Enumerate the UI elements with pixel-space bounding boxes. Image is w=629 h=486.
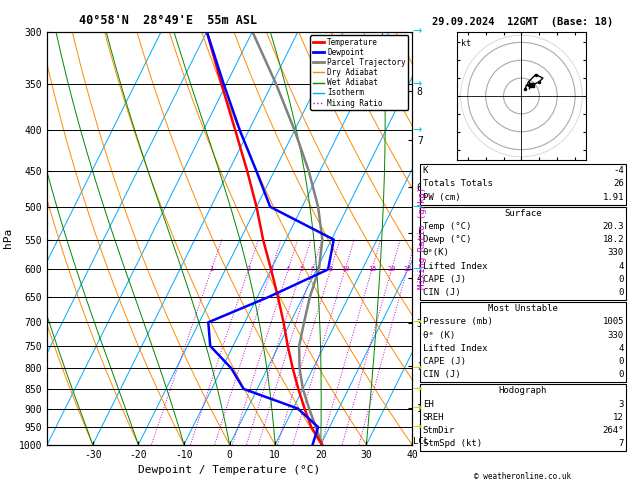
Text: 7: 7 (618, 439, 624, 448)
Text: Pressure (mb): Pressure (mb) (423, 317, 493, 327)
Text: 2: 2 (247, 266, 250, 273)
Text: 5: 5 (299, 266, 304, 273)
Text: Surface: Surface (504, 209, 542, 218)
Text: 3: 3 (269, 266, 274, 273)
Text: 4: 4 (618, 344, 624, 353)
Text: Dewp (°C): Dewp (°C) (423, 235, 471, 244)
Text: 18.2: 18.2 (603, 235, 624, 244)
Text: CIN (J): CIN (J) (423, 288, 460, 297)
Text: SREH: SREH (423, 413, 444, 422)
Text: Temp (°C): Temp (°C) (423, 222, 471, 231)
Text: 264°: 264° (603, 426, 624, 435)
Text: 330: 330 (608, 330, 624, 340)
Text: 26: 26 (613, 179, 624, 189)
Text: -4: -4 (613, 166, 624, 175)
Text: →: → (413, 80, 422, 89)
Text: →: → (413, 384, 422, 394)
Text: 330: 330 (608, 248, 624, 258)
Text: EH: EH (423, 399, 433, 409)
Text: Most Unstable: Most Unstable (488, 304, 558, 313)
Text: CIN (J): CIN (J) (423, 370, 460, 379)
Text: 1005: 1005 (603, 317, 624, 327)
Text: 20.3: 20.3 (603, 222, 624, 231)
Text: 0: 0 (618, 275, 624, 284)
Text: →: → (413, 317, 422, 327)
Text: Hodograph: Hodograph (499, 386, 547, 396)
Text: StmSpd (kt): StmSpd (kt) (423, 439, 482, 448)
Text: Mixing Ratio (g/kg): Mixing Ratio (g/kg) (418, 187, 427, 289)
Text: LCL: LCL (413, 437, 430, 446)
Text: 40°58'N  28°49'E  55m ASL: 40°58'N 28°49'E 55m ASL (79, 14, 257, 27)
Text: 0: 0 (618, 357, 624, 366)
Text: 6: 6 (311, 266, 314, 273)
Text: →: → (413, 422, 422, 432)
Text: 29.09.2024  12GMT  (Base: 18): 29.09.2024 12GMT (Base: 18) (432, 17, 614, 27)
Text: Lifted Index: Lifted Index (423, 261, 487, 271)
Legend: Temperature, Dewpoint, Parcel Trajectory, Dry Adiabat, Wet Adiabat, Isotherm, Mi: Temperature, Dewpoint, Parcel Trajectory… (311, 35, 408, 110)
Text: →: → (413, 264, 422, 275)
Text: StmDir: StmDir (423, 426, 455, 435)
Text: 20: 20 (387, 266, 396, 273)
Text: 15: 15 (368, 266, 376, 273)
Text: 4: 4 (286, 266, 290, 273)
Text: 25: 25 (403, 266, 411, 273)
Text: kt: kt (460, 39, 470, 48)
Text: θᵉ (K): θᵉ (K) (423, 330, 455, 340)
Text: 12: 12 (613, 413, 624, 422)
Text: PW (cm): PW (cm) (423, 192, 460, 202)
Y-axis label: hPa: hPa (3, 228, 13, 248)
Text: 4: 4 (618, 261, 624, 271)
Text: © weatheronline.co.uk: © weatheronline.co.uk (474, 472, 572, 481)
Text: →: → (413, 125, 422, 135)
Text: →: → (413, 202, 422, 212)
Text: 0: 0 (618, 370, 624, 379)
Text: →: → (413, 403, 422, 414)
Text: 8: 8 (328, 266, 333, 273)
Text: 1: 1 (209, 266, 214, 273)
Text: CAPE (J): CAPE (J) (423, 357, 465, 366)
Text: 1.91: 1.91 (603, 192, 624, 202)
Text: CAPE (J): CAPE (J) (423, 275, 465, 284)
Text: Totals Totals: Totals Totals (423, 179, 493, 189)
Text: θᵉ(K): θᵉ(K) (423, 248, 450, 258)
Y-axis label: km
ASL: km ASL (424, 229, 446, 247)
X-axis label: Dewpoint / Temperature (°C): Dewpoint / Temperature (°C) (138, 465, 321, 475)
Text: 3: 3 (618, 399, 624, 409)
Text: K: K (423, 166, 428, 175)
Text: Lifted Index: Lifted Index (423, 344, 487, 353)
Text: 0: 0 (618, 288, 624, 297)
Text: 10: 10 (341, 266, 349, 273)
Text: →: → (413, 27, 422, 36)
Text: →: → (413, 363, 422, 373)
